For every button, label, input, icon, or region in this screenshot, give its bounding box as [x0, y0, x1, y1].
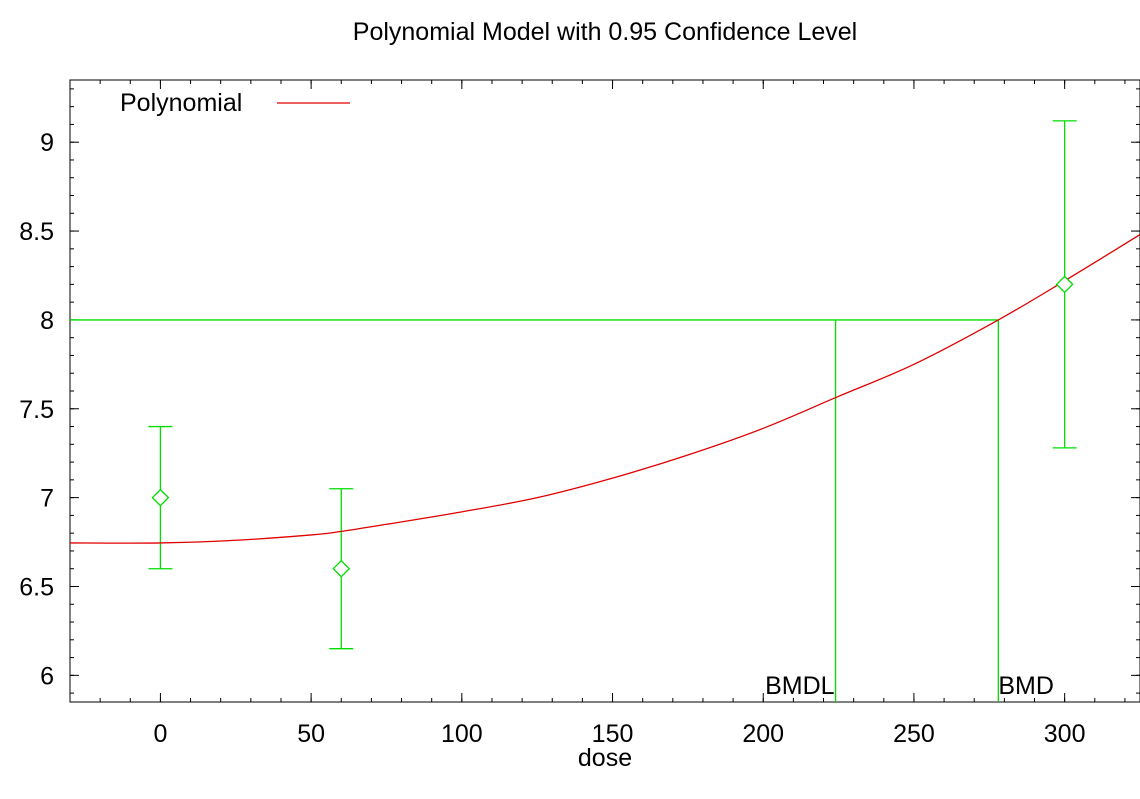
y-tick-label: 8	[40, 307, 54, 335]
x-tick-label: 50	[297, 720, 325, 748]
minor-ticks	[69, 80, 1140, 702]
y-tick-label: 6	[40, 662, 54, 690]
bmd-marker-labels: BMDL BMD	[765, 672, 1054, 700]
legend: Polynomial	[120, 89, 350, 117]
x-axis-label: dose	[578, 744, 632, 772]
y-tick-label: 7	[40, 485, 54, 513]
confidence-error-bars	[148, 120, 1077, 650]
y-tick-label: 9	[40, 129, 54, 157]
y-tick-label: 6.5	[19, 573, 54, 601]
legend-label-polynomial: Polynomial	[120, 89, 242, 117]
polynomial-model-curve	[69, 234, 1140, 544]
y-tick-label: 7.5	[19, 396, 54, 424]
x-tick-label: 100	[441, 720, 483, 748]
bmd-label: BMD	[998, 672, 1054, 700]
x-tick-label: 200	[742, 720, 784, 748]
x-axis-ticks: 0 50 100 150 200 250 300	[153, 80, 1086, 748]
data-point-diamond	[1055, 275, 1074, 294]
data-point-diamond	[151, 488, 170, 507]
observed-means	[151, 275, 1074, 578]
x-tick-label: 0	[153, 720, 167, 748]
plot-frame	[69, 79, 1140, 703]
chart-title: Polynomial Model with 0.95 Confidence Le…	[353, 18, 857, 46]
bmd-reference-lines	[70, 319, 999, 702]
x-tick-label: 300	[1044, 720, 1086, 748]
x-tick-label: 150	[592, 720, 634, 748]
bmdl-label: BMDL	[765, 672, 835, 700]
data-point-diamond	[332, 559, 351, 578]
x-tick-label: 250	[893, 720, 935, 748]
y-tick-label: 8.5	[19, 218, 54, 246]
y-axis-ticks: 6 6.5 7 7.5 8 8.5 9	[19, 129, 1140, 690]
